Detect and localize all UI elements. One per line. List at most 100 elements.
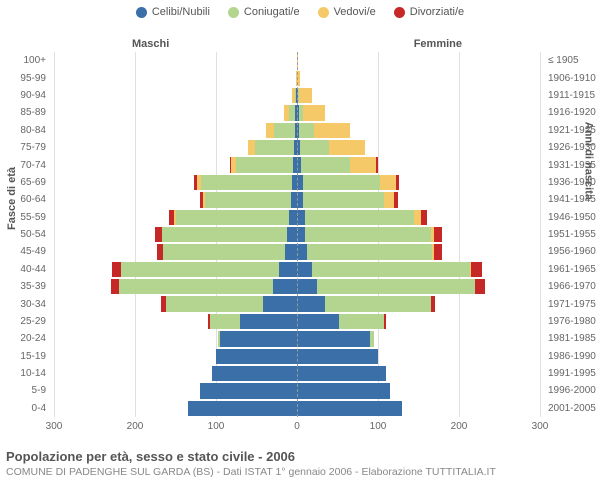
age-band-label: 45-49 — [0, 243, 50, 260]
legend-item: Divorziati/e — [394, 6, 464, 18]
bar-segment — [255, 140, 294, 155]
bar-segment — [434, 227, 442, 242]
bar-segment — [297, 349, 378, 364]
age-band-label: 85-89 — [0, 104, 50, 121]
legend-label: Divorziati/e — [410, 6, 464, 18]
footer: Popolazione per età, sesso e stato civil… — [0, 445, 600, 478]
birth-band-label: 1971-1975 — [544, 295, 600, 312]
label-females: Femmine — [414, 38, 462, 50]
age-band-label: 90-94 — [0, 87, 50, 104]
birth-band-label: 1996-2000 — [544, 382, 600, 399]
bar-segment — [329, 140, 365, 155]
female-bar — [297, 192, 398, 207]
x-tick: 300 — [46, 421, 63, 432]
bar-segment — [297, 314, 339, 329]
age-band-label: 20-24 — [0, 330, 50, 347]
bar-segment — [297, 366, 386, 381]
bar-segment — [421, 210, 427, 225]
age-band-label: 25-29 — [0, 313, 50, 330]
bar-segment — [166, 296, 263, 311]
bar-segment — [299, 88, 311, 103]
bar-segment — [325, 296, 430, 311]
birth-labels: 2001-20051996-20001991-19951986-19901981… — [544, 52, 600, 417]
female-bar — [297, 296, 435, 311]
bar-segment — [266, 123, 274, 138]
female-bar — [297, 88, 312, 103]
male-bar — [208, 314, 297, 329]
bar-segment — [297, 262, 312, 277]
birth-band-label: 2001-2005 — [544, 400, 600, 417]
birth-band-label: 1946-1950 — [544, 209, 600, 226]
bar-segment — [303, 175, 380, 190]
bar-segment — [305, 210, 414, 225]
bar-segment — [299, 123, 314, 138]
male-bar — [284, 105, 297, 120]
center-line — [297, 52, 298, 417]
male-bar — [169, 210, 297, 225]
age-band-label: 5-9 — [0, 382, 50, 399]
bar-segment — [216, 349, 297, 364]
bar-segment — [162, 227, 288, 242]
age-band-label: 50-54 — [0, 226, 50, 243]
bar-segment — [307, 244, 433, 259]
bar-segment — [121, 262, 279, 277]
bar-segment — [431, 296, 435, 311]
bar-segment — [111, 279, 119, 294]
bar-segment — [188, 401, 297, 416]
age-band-label: 95-99 — [0, 70, 50, 87]
male-bar — [212, 366, 297, 381]
legend-item: Vedovi/e — [318, 6, 376, 18]
female-bar — [297, 105, 325, 120]
male-bar — [157, 244, 297, 259]
bar-segment — [297, 210, 305, 225]
bar-segment — [301, 157, 350, 172]
bar-segment — [201, 175, 292, 190]
bar-segment — [317, 279, 475, 294]
bar-segment — [471, 262, 482, 277]
age-band-label: 55-59 — [0, 209, 50, 226]
age-band-label: 30-34 — [0, 295, 50, 312]
female-bar — [297, 262, 482, 277]
bar-segment — [297, 296, 325, 311]
birth-band-label: 1931-1935 — [544, 156, 600, 173]
legend-label: Vedovi/e — [334, 6, 376, 18]
bar-segment — [297, 227, 305, 242]
age-band-label: 75-79 — [0, 139, 50, 156]
female-bar — [297, 227, 442, 242]
legend-label: Celibi/Nubili — [152, 6, 210, 18]
birth-band-label: 1916-1920 — [544, 104, 600, 121]
legend-item: Celibi/Nubili — [136, 6, 210, 18]
legend-swatch — [318, 7, 329, 18]
bar-segment — [350, 157, 376, 172]
bar-segment — [314, 123, 350, 138]
bar-segment — [263, 296, 297, 311]
bar-segment — [370, 331, 374, 346]
female-bar — [297, 140, 365, 155]
bar-segment — [205, 192, 290, 207]
bar-segment — [119, 279, 273, 294]
female-bar — [297, 349, 378, 364]
female-bar — [297, 366, 386, 381]
female-bar — [297, 331, 374, 346]
bar-segment — [236, 157, 293, 172]
bar-segment — [112, 262, 122, 277]
male-bar — [218, 331, 297, 346]
male-bar — [266, 123, 297, 138]
bar-segment — [384, 192, 394, 207]
age-band-label: 40-44 — [0, 261, 50, 278]
age-band-label: 80-84 — [0, 122, 50, 139]
population-pyramid: Maschi Femmine Fasce di età Anni di nasc… — [0, 20, 600, 445]
bar-segment — [303, 192, 384, 207]
female-bar — [297, 157, 378, 172]
age-band-label: 10-14 — [0, 365, 50, 382]
birth-band-label: ≤ 1905 — [544, 52, 600, 69]
x-tick: 200 — [127, 421, 144, 432]
bar-segment — [312, 262, 470, 277]
bar-segment — [300, 140, 328, 155]
plot-area — [54, 52, 540, 417]
bar-segment — [297, 279, 317, 294]
male-bar — [200, 192, 297, 207]
female-bar — [297, 123, 350, 138]
bar-segment — [287, 227, 297, 242]
birth-band-label: 1981-1985 — [544, 330, 600, 347]
